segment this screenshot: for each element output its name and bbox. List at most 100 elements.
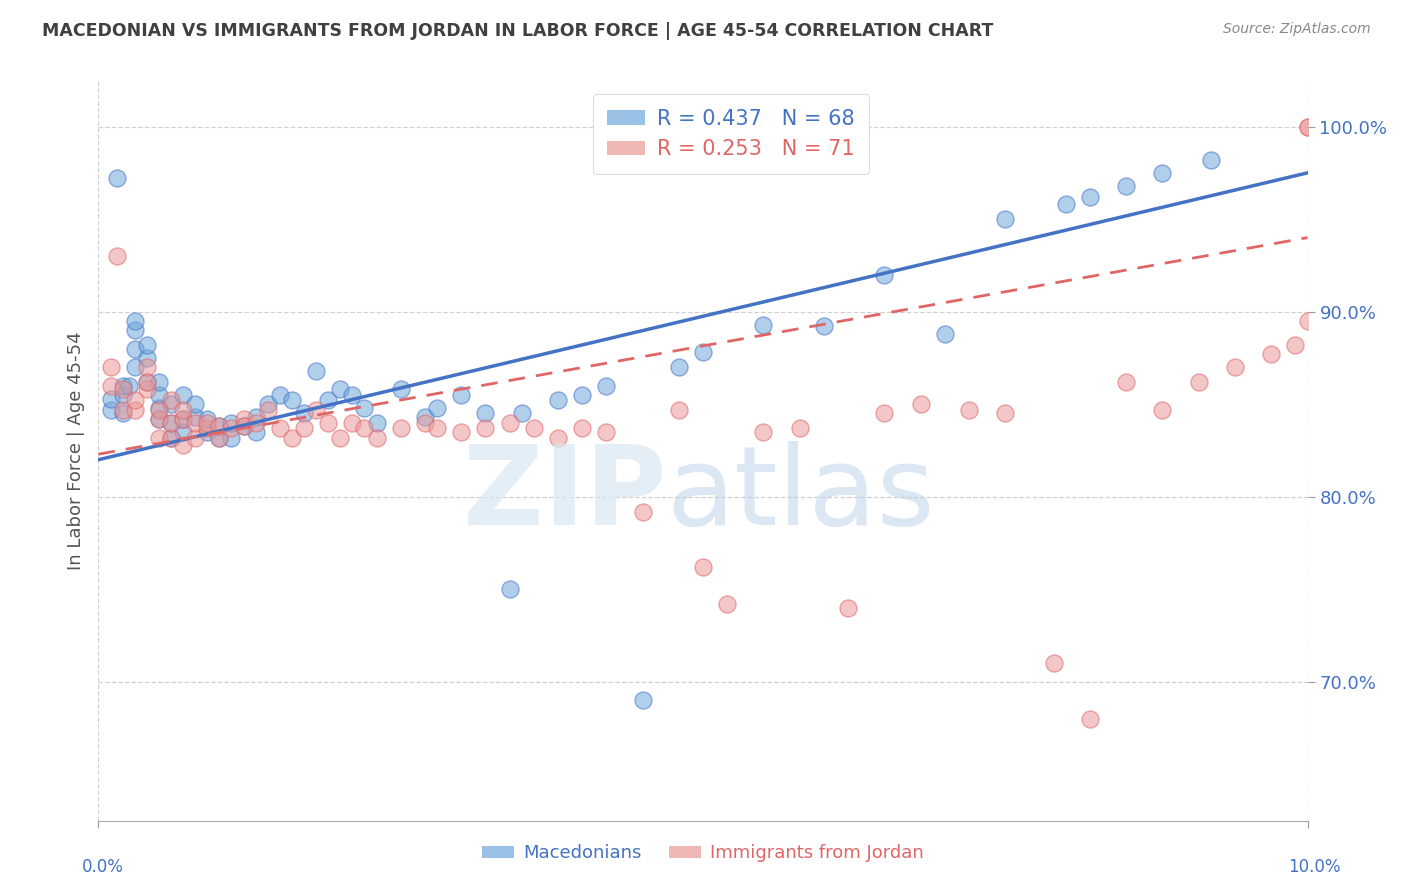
Point — [316, 416, 339, 430]
Point — [148, 388, 170, 402]
Point — [668, 402, 690, 417]
Point — [450, 388, 472, 402]
Point — [342, 416, 364, 430]
Point — [148, 401, 170, 415]
Point — [208, 430, 231, 444]
Point — [571, 388, 593, 402]
Legend: R = 0.437   N = 68, R = 0.253   N = 71: R = 0.437 N = 68, R = 0.253 N = 71 — [592, 95, 869, 174]
Point — [100, 360, 122, 375]
Point — [160, 397, 183, 411]
Point — [474, 407, 496, 421]
Point — [172, 425, 194, 439]
Point — [232, 412, 254, 426]
Point — [342, 388, 364, 402]
Point — [148, 412, 170, 426]
Point — [1296, 120, 1319, 134]
Point — [245, 425, 267, 439]
Point — [631, 504, 654, 518]
Point — [105, 171, 128, 186]
Point — [692, 560, 714, 574]
Point — [292, 421, 315, 435]
Point — [195, 416, 218, 430]
Point — [111, 407, 134, 421]
Point — [1296, 120, 1319, 134]
Point — [1152, 402, 1174, 417]
Point — [111, 378, 134, 392]
Point — [135, 375, 157, 389]
Point — [124, 360, 146, 375]
Point — [873, 268, 896, 282]
Point — [172, 412, 194, 426]
Point — [148, 412, 170, 426]
Point — [135, 338, 157, 352]
Point — [1042, 657, 1064, 671]
Point — [1078, 190, 1101, 204]
Point — [752, 318, 775, 332]
Point — [281, 393, 304, 408]
Point — [366, 416, 388, 430]
Point — [547, 430, 569, 444]
Point — [124, 402, 146, 417]
Point — [124, 323, 146, 337]
Point — [256, 402, 278, 417]
Point — [1152, 166, 1174, 180]
Point — [111, 402, 134, 417]
Point — [256, 397, 278, 411]
Point — [595, 425, 617, 439]
Point — [752, 425, 775, 439]
Legend: Macedonians, Immigrants from Jordan: Macedonians, Immigrants from Jordan — [475, 838, 931, 870]
Point — [813, 319, 835, 334]
Text: 0.0%: 0.0% — [82, 858, 124, 876]
Point — [184, 416, 207, 430]
Point — [353, 421, 375, 435]
Point — [160, 430, 183, 444]
Point — [474, 421, 496, 435]
Point — [329, 430, 352, 444]
Point — [232, 419, 254, 434]
Point — [160, 430, 183, 444]
Point — [1188, 375, 1211, 389]
Point — [245, 410, 267, 425]
Point — [292, 407, 315, 421]
Point — [118, 378, 141, 392]
Point — [160, 416, 183, 430]
Point — [269, 388, 291, 402]
Y-axis label: In Labor Force | Age 45-54: In Labor Force | Age 45-54 — [66, 331, 84, 570]
Point — [195, 412, 218, 426]
Point — [221, 421, 243, 435]
Text: atlas: atlas — [666, 442, 935, 549]
Point — [668, 360, 690, 375]
Point — [498, 416, 520, 430]
Point — [160, 416, 183, 430]
Point — [1078, 712, 1101, 726]
Point — [1115, 178, 1137, 193]
Point — [426, 401, 449, 415]
Point — [547, 393, 569, 408]
Point — [208, 430, 231, 444]
Point — [426, 421, 449, 435]
Point — [595, 378, 617, 392]
Point — [100, 402, 122, 417]
Point — [135, 375, 157, 389]
Point — [221, 416, 243, 430]
Point — [111, 383, 134, 397]
Point — [873, 407, 896, 421]
Point — [269, 421, 291, 435]
Point — [160, 393, 183, 408]
Point — [692, 345, 714, 359]
Point — [1223, 360, 1246, 375]
Point — [837, 600, 859, 615]
Point — [208, 419, 231, 434]
Point — [305, 402, 328, 417]
Point — [1260, 347, 1282, 361]
Point — [232, 419, 254, 434]
Point — [281, 430, 304, 444]
Point — [631, 693, 654, 707]
Point — [994, 212, 1017, 227]
Point — [413, 416, 436, 430]
Point — [135, 351, 157, 365]
Point — [245, 416, 267, 430]
Point — [994, 407, 1017, 421]
Point — [148, 430, 170, 444]
Point — [111, 388, 134, 402]
